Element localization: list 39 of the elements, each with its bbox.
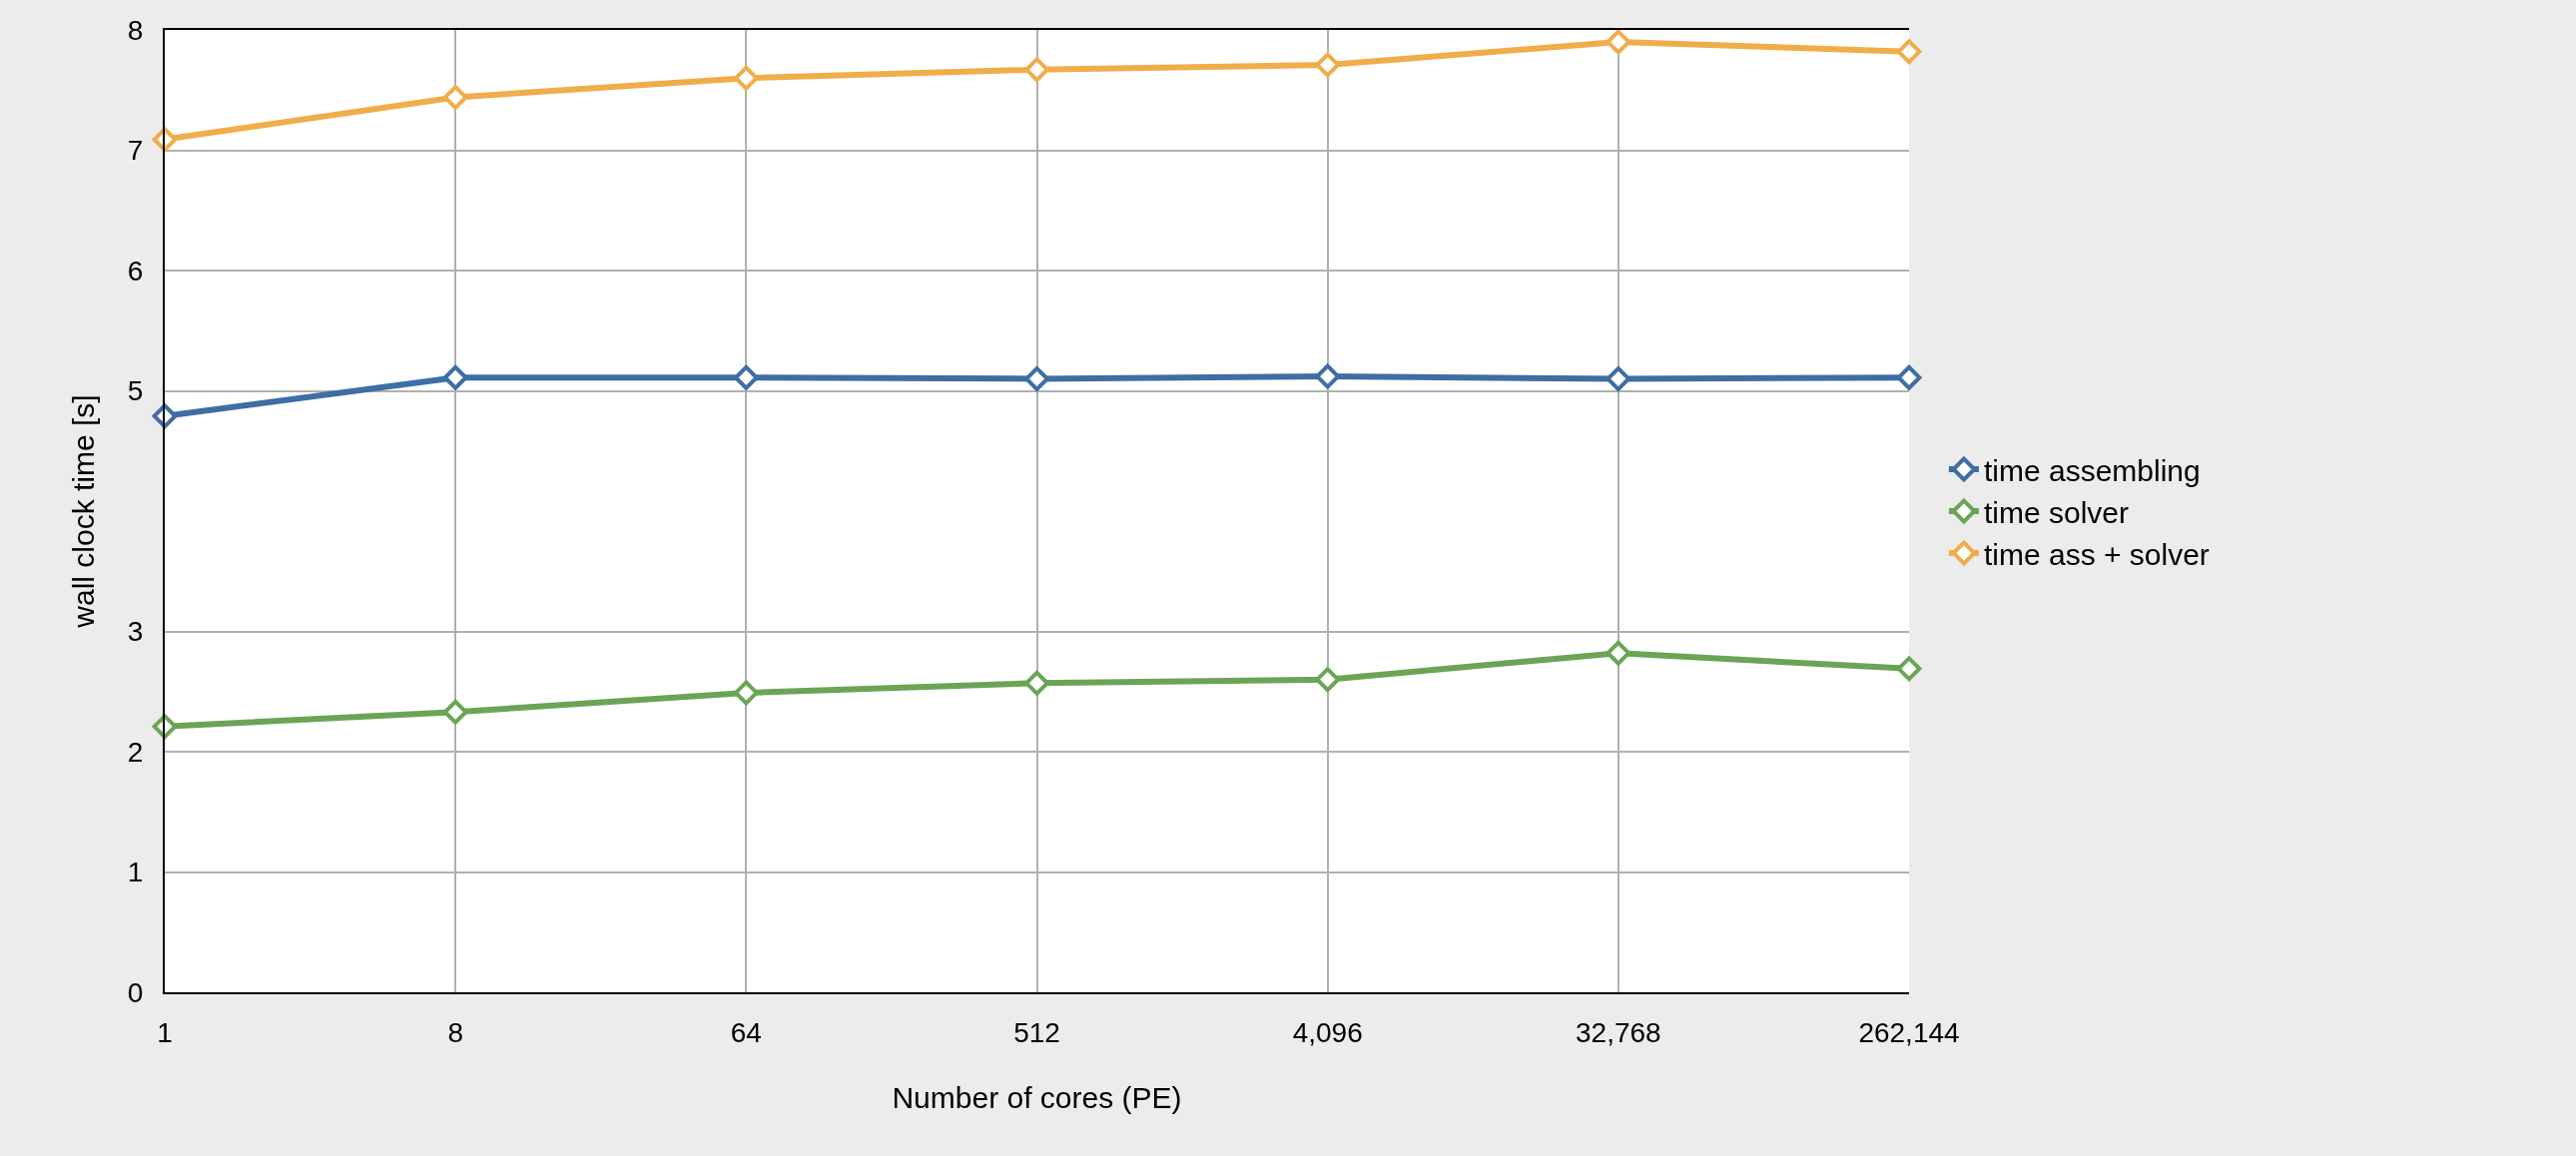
- point: [152, 403, 178, 429]
- point: [733, 680, 759, 706]
- y-tick-label: 7: [127, 135, 144, 167]
- point: [1606, 29, 1631, 55]
- point: [442, 364, 468, 390]
- point: [442, 699, 468, 725]
- x-tick-label: 4,096: [1292, 1016, 1363, 1048]
- legend-label: time assembling: [1983, 453, 2201, 487]
- point: [442, 85, 468, 110]
- x-tick-label: 262,144: [1858, 1016, 1960, 1048]
- y-tick-label: 5: [127, 375, 144, 407]
- legend-label: time ass + solver: [1983, 537, 2210, 571]
- legend-label: time solver: [1983, 495, 2129, 529]
- y-tick-label: 2: [127, 736, 144, 768]
- x-tick-label: 1: [157, 1016, 173, 1048]
- point: [1024, 57, 1049, 83]
- y-tick-label: 6: [127, 255, 144, 287]
- point: [1315, 363, 1341, 389]
- x-tick-label: 64: [730, 1016, 762, 1048]
- y-tick-label: 8: [127, 14, 144, 46]
- x-axis-title: Number of cores (PE): [892, 1080, 1182, 1114]
- point: [1315, 667, 1341, 693]
- x-tick-label: 512: [1013, 1016, 1060, 1048]
- y-tick-label: 1: [127, 857, 144, 888]
- point: [733, 364, 759, 390]
- y-tick-label: 3: [127, 616, 144, 648]
- point: [1315, 52, 1341, 78]
- point: [733, 65, 759, 91]
- x-tick-label: 8: [447, 1016, 463, 1048]
- point: [1896, 656, 1922, 682]
- point: [1606, 366, 1631, 391]
- point: [1024, 366, 1049, 391]
- y-axis-title: wall clock time [s]: [67, 394, 101, 629]
- point: [1896, 39, 1922, 65]
- point: [1606, 640, 1631, 666]
- point: [1024, 670, 1049, 696]
- y-tick-label: 0: [127, 976, 144, 1008]
- x-tick-label: 32,768: [1576, 1016, 1661, 1048]
- point: [1896, 364, 1922, 390]
